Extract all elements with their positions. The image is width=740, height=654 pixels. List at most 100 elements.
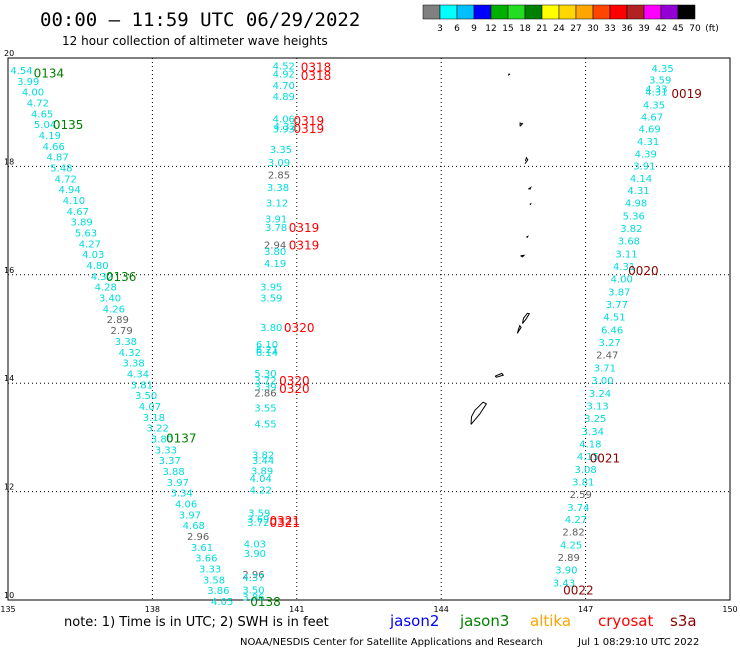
x-tick-label: 150 xyxy=(722,605,737,614)
wave-height-label: 3.69 xyxy=(247,515,269,526)
wave-height-label: 4.06 xyxy=(273,115,295,126)
pass-time-label: 0020 xyxy=(628,264,659,278)
wave-height-label: 2.85 xyxy=(268,171,290,182)
pass-time-label: 0137 xyxy=(166,431,197,445)
pass-time-label: 0318 xyxy=(301,69,332,83)
map-title: 00:00 – 11:59 UTC 06/29/2022 xyxy=(40,9,360,31)
wave-height-label: 3.34 xyxy=(171,489,193,500)
wave-height-label: 3.33 xyxy=(199,565,221,576)
wave-height-label: 3.13 xyxy=(587,401,609,412)
map-frame xyxy=(7,57,731,601)
y-tick-label: 12 xyxy=(4,483,14,492)
wave-height-label: 4.15 xyxy=(577,452,599,463)
wave-height-label: 4.05 xyxy=(211,597,233,608)
wave-height-label: 2.96 xyxy=(187,532,209,543)
wave-height-label: 3.37 xyxy=(159,456,181,467)
wave-height-label: 4.06 xyxy=(175,500,197,511)
wave-height-label: 4.35 xyxy=(643,101,665,112)
wave-height-label: 4.19 xyxy=(39,131,61,142)
y-tick-label: 16 xyxy=(4,266,14,275)
wave-height-label: 5.04 xyxy=(34,120,56,131)
satellite-legend-item: cryosat xyxy=(598,612,653,630)
pass-time-label: 0319 xyxy=(294,114,325,128)
wave-height-label: 4.34 xyxy=(127,369,149,380)
satellite-legend-item: jason2 xyxy=(389,612,439,630)
pass-time-label: 0321 xyxy=(269,514,300,528)
wave-height-label: 3.71 xyxy=(594,363,616,374)
wave-height-label: 3.89 xyxy=(251,466,273,477)
wave-height-label: 3.95 xyxy=(260,283,282,294)
wave-height-label: 3.27 xyxy=(599,338,621,349)
island-outline xyxy=(528,186,532,190)
wave-height-label: 3.12 xyxy=(266,199,288,210)
wave-height-label: 3.82 xyxy=(252,451,274,462)
wave-height-label: 3.66 xyxy=(195,554,217,565)
pass-time-label: 0019 xyxy=(671,87,702,101)
pass-time-label: 0319 xyxy=(294,122,325,136)
islands-layer xyxy=(470,73,532,425)
wave-height-label: 3.88 xyxy=(162,467,184,478)
wave-height-label: 4.28 xyxy=(95,283,117,294)
wave-height-label: 4.32 xyxy=(274,122,296,133)
x-tick-label: 147 xyxy=(578,605,593,614)
colorbar-label: 18 xyxy=(519,24,531,34)
wave-height-label: 4.89 xyxy=(273,92,295,103)
colorbar-label: 6 xyxy=(454,24,460,34)
wave-height-label: 4.31 xyxy=(627,186,649,197)
wave-height-label: 4.54 xyxy=(10,66,32,77)
y-tick-label: 20 xyxy=(4,49,14,58)
colorbar-label: 42 xyxy=(655,24,666,34)
wave-height-label: 4.04 xyxy=(250,474,272,485)
colorbar-swatch xyxy=(456,4,475,20)
wave-height-label: 3.39 xyxy=(254,382,276,393)
satellite-legend-item: jason3 xyxy=(459,612,509,630)
wave-height-label: 4.39 xyxy=(635,149,657,160)
pass-time-label: 0319 xyxy=(289,221,320,235)
wave-height-label: 4.68 xyxy=(183,521,205,532)
wave-height-label: 3.97 xyxy=(167,478,189,489)
colorbar-label: 21 xyxy=(536,24,547,34)
island-outline xyxy=(519,122,524,127)
colorbar-swatch xyxy=(643,4,662,20)
wave-height-label: 3.44 xyxy=(252,456,274,467)
wave-height-label: 3.61 xyxy=(191,543,213,554)
colorbar-label: 12 xyxy=(485,24,496,34)
footer-timestamp: Jul 1 08:29:10 UTC 2022 xyxy=(577,637,699,648)
wave-height-label: 4.37 xyxy=(242,573,264,584)
colorbar-swatch xyxy=(439,4,458,20)
wave-height-label: 3.38 xyxy=(267,183,289,194)
wave-height-tracks: 4.543.994.004.724.655.044.194.664.875.48… xyxy=(10,62,673,608)
wave-height-label: 3.86 xyxy=(207,586,229,597)
wave-height-label: 3.90 xyxy=(555,566,577,577)
wave-height-label: 3.22 xyxy=(147,424,169,435)
wave-height-label: 3.18 xyxy=(143,413,165,424)
wave-height-label: 4.32 xyxy=(119,348,141,359)
colorbar-swatch xyxy=(609,4,628,20)
colorbar-label: 36 xyxy=(621,24,633,34)
colorbar-swatch xyxy=(592,4,611,20)
colorbar-swatch xyxy=(507,4,526,20)
wave-height-label: 2.86 xyxy=(254,388,276,399)
island-outline xyxy=(526,235,529,239)
wave-height-label: 4.66 xyxy=(43,142,65,153)
wave-height-label: 4.31 xyxy=(613,262,635,273)
wave-height-label: 4.65 xyxy=(31,109,53,120)
wave-height-label: 2.96 xyxy=(242,570,264,581)
wave-height-label: 4.32 xyxy=(91,272,113,283)
colorbar-swatch xyxy=(677,4,696,20)
map-subtitle: 12 hour collection of altimeter wave hei… xyxy=(62,34,328,48)
wave-height-label: 6.46 xyxy=(601,326,623,337)
wave-height-label: 3.09 xyxy=(268,158,290,169)
wave-height-label: 3.50 xyxy=(242,586,264,597)
colorbar-swatch xyxy=(558,4,577,20)
wave-height-label: 3.89 xyxy=(71,218,93,229)
wave-height-label: 3.59 xyxy=(260,294,282,305)
wave-height-label: 3.91 xyxy=(265,214,287,225)
wave-height-label: 4.26 xyxy=(103,304,125,315)
wave-height-label: 3.91 xyxy=(633,161,655,172)
wave-height-label: 4.94 xyxy=(58,185,80,196)
wave-height-label: 3.59 xyxy=(649,76,671,87)
colorbar-label: 15 xyxy=(502,24,513,34)
wave-height-label: 4.92 xyxy=(273,70,295,81)
x-tick-label: 144 xyxy=(434,605,449,614)
